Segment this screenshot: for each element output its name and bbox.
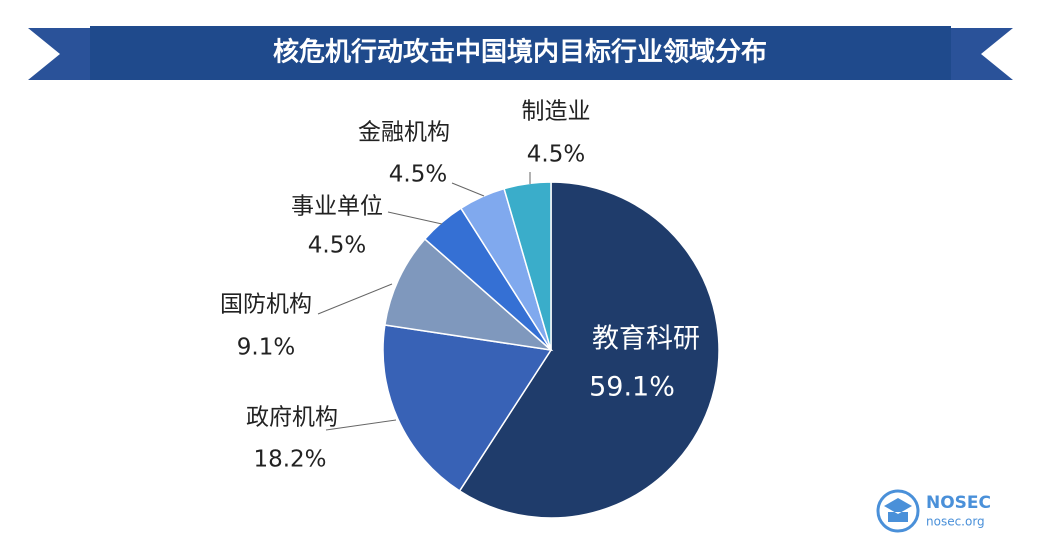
leader-line — [387, 211, 443, 225]
pie-slice — [458, 181, 720, 519]
logo-url: nosec.org — [926, 515, 985, 529]
value-label: 4.5% — [527, 142, 585, 168]
slice-label: 金融机构 — [358, 120, 450, 146]
leader-line — [317, 283, 393, 315]
logo-icon — [876, 489, 920, 533]
slice-label: 教育科研 — [592, 324, 700, 355]
leader-line — [451, 182, 485, 197]
value-label: 4.5% — [389, 162, 447, 188]
slice-label: 国防机构 — [220, 292, 312, 318]
logo-name: NOSEC — [926, 493, 991, 513]
value-label: 9.1% — [237, 335, 295, 361]
pie-slice — [382, 324, 553, 492]
leader-line — [325, 419, 397, 431]
logo: NOSEC nosec.org — [876, 489, 991, 533]
slice-label: 事业单位 — [291, 194, 383, 220]
chart-title: 核危机行动攻击中国境内目标行业领域分布 — [273, 37, 767, 68]
logo-glyph — [884, 498, 912, 522]
pie-slice — [384, 237, 554, 352]
banner — [90, 26, 951, 80]
value-label: 4.5% — [308, 233, 366, 259]
slice-label: 制造业 — [522, 99, 591, 125]
value-label: 59.1% — [589, 372, 675, 403]
slice-label: 政府机构 — [246, 405, 338, 431]
value-label: 18.2% — [253, 447, 326, 473]
pie-slice — [503, 181, 552, 351]
